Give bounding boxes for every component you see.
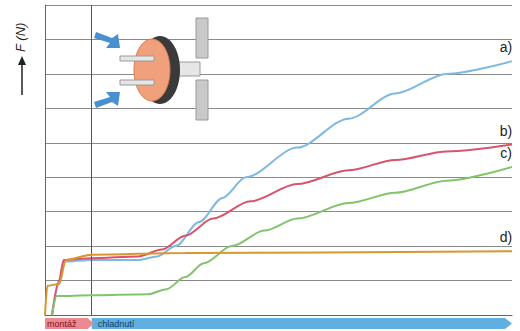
svg-text:d): d) — [500, 229, 512, 245]
svg-text:a): a) — [500, 39, 512, 55]
svg-text:c): c) — [500, 145, 512, 161]
svg-text:chladnutí: chladnutí — [98, 319, 135, 329]
svg-text:b): b) — [500, 123, 512, 139]
svg-text:montáž: montáž — [47, 319, 77, 329]
svg-text:F (N): F (N) — [13, 23, 28, 52]
